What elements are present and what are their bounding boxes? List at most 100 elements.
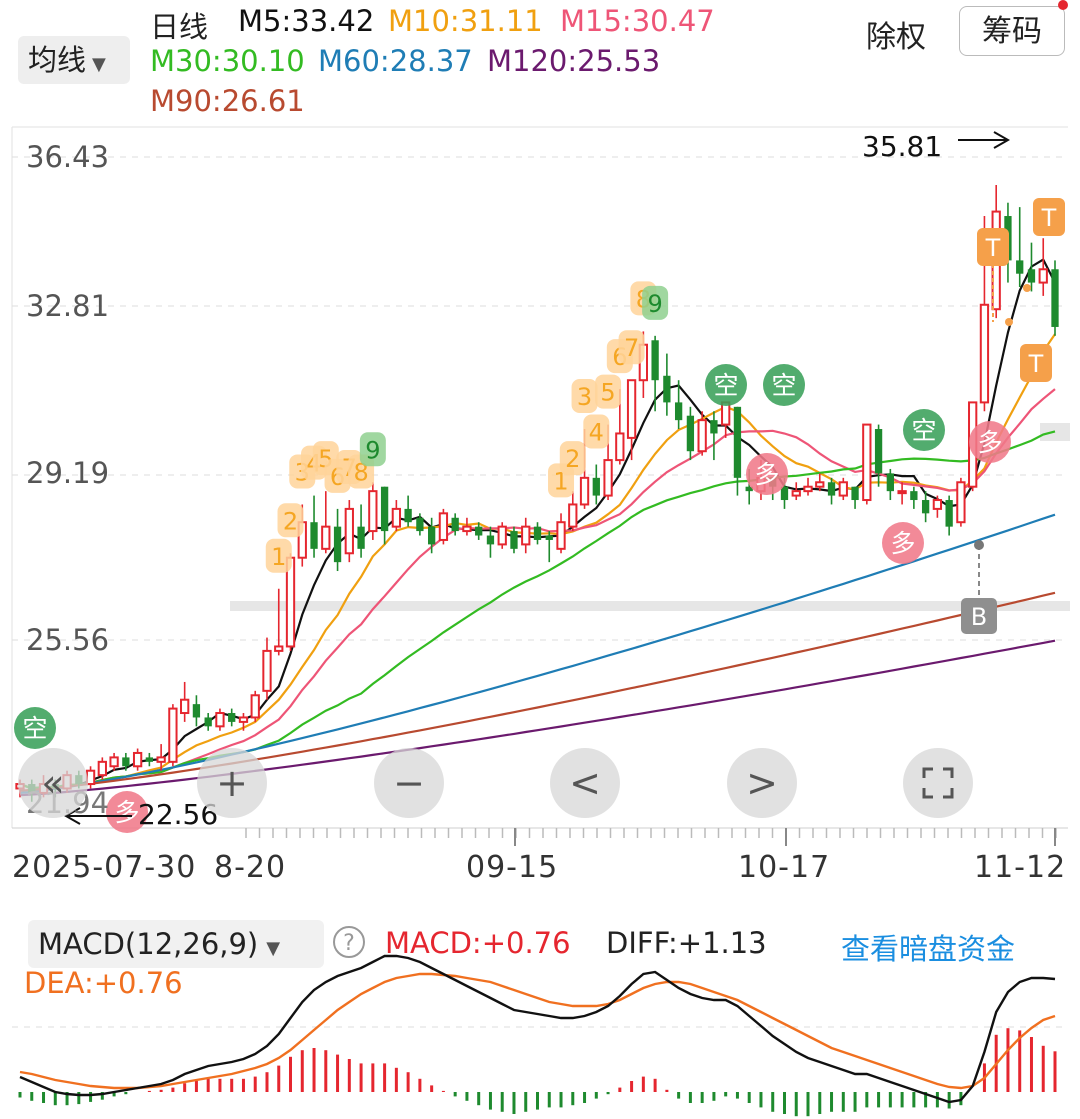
buy-signal <box>961 598 997 634</box>
candle-body <box>521 525 531 546</box>
candle-body <box>215 712 225 728</box>
signal-dot <box>1005 318 1013 326</box>
zoom-in-button[interactable]: + <box>197 748 267 818</box>
candle-body <box>791 490 801 497</box>
candle-body <box>803 485 813 493</box>
sequence-count: 1 <box>271 543 286 571</box>
long-signal-label: 多 <box>977 428 1002 457</box>
candle-body <box>416 517 424 532</box>
ma-line-m90 <box>19 591 1056 792</box>
candle-body <box>910 491 918 501</box>
candlestick-chart[interactable]: 123456789123456789空空空空多多多多TTTB <box>0 0 1080 900</box>
candle-body <box>109 756 119 768</box>
candle-body <box>451 517 459 532</box>
candle-body <box>838 481 848 497</box>
double-chevron-left-icon: « <box>41 761 65 805</box>
candle-body <box>1038 268 1048 284</box>
candle-body <box>310 522 318 549</box>
indicator-select-label: MACD(12,26,9) <box>38 927 259 961</box>
short-signal-label: 空 <box>713 371 738 400</box>
long-signal <box>969 421 1011 463</box>
ma-type-select[interactable]: 均线 ▼ <box>18 36 130 84</box>
fullscreen-icon <box>922 767 954 799</box>
date-axis-label: 2025-07-30 <box>12 850 197 885</box>
candle-body <box>321 525 331 550</box>
long-signal-label: 多 <box>754 460 779 489</box>
candle-body <box>462 525 472 533</box>
price-axis-label: 25.56 <box>26 623 110 657</box>
candle-body <box>1027 269 1036 283</box>
date-axis-label: 11-12 <box>974 850 1067 885</box>
candle-body <box>391 507 402 528</box>
candle-body <box>180 698 190 715</box>
candle-body <box>886 473 894 492</box>
zoom-out-button[interactable]: − <box>374 748 444 818</box>
plus-icon: + <box>216 761 248 805</box>
indicator-select[interactable]: MACD(12,26,9) ▼ <box>28 920 324 968</box>
collapse-left-button[interactable]: « <box>18 748 88 818</box>
signal-dot <box>974 540 984 550</box>
candle-body <box>122 757 130 767</box>
candle-body <box>404 508 412 523</box>
fullscreen-button[interactable] <box>903 748 973 818</box>
short-signal-label: 空 <box>22 714 47 743</box>
candle-body <box>874 429 883 474</box>
sequence-badge <box>359 432 386 467</box>
dark-pool-link[interactable]: 查看暗盘资金 <box>841 932 1016 966</box>
candle-body <box>85 769 96 786</box>
price-axis-label: 36.43 <box>26 140 110 174</box>
short-signal-label: 空 <box>771 371 796 400</box>
candle-body <box>368 490 378 533</box>
candle-body <box>651 340 659 381</box>
help-icon[interactable]: ? <box>333 926 365 958</box>
candle-body <box>663 375 671 403</box>
candle-body <box>357 526 365 549</box>
scroll-left-button[interactable]: < <box>550 748 620 818</box>
chips-button[interactable]: 筹码 <box>959 6 1065 56</box>
candle-body <box>710 420 718 434</box>
candle-body <box>168 707 178 763</box>
scroll-right-button[interactable]: > <box>727 748 797 818</box>
candle-body <box>979 303 990 404</box>
ma-line-m120 <box>19 639 1056 797</box>
ma-line-m30 <box>19 430 1056 790</box>
adjust-button[interactable]: 除权 <box>866 20 926 55</box>
sequence-count: 9 <box>647 290 662 318</box>
candle-body <box>956 481 966 524</box>
period-label: 日线 <box>150 10 209 44</box>
candle-body <box>579 476 590 506</box>
candle-body <box>156 756 166 763</box>
top-signal <box>1020 344 1052 382</box>
chevron-left-icon: < <box>569 761 601 805</box>
sequence-badge <box>277 503 304 538</box>
candle-body <box>733 406 742 478</box>
sequence-badge <box>583 414 610 449</box>
notification-dot <box>1058 0 1068 10</box>
candle-body <box>333 526 342 563</box>
candle-body <box>862 423 872 502</box>
chevron-down-icon: ▼ <box>92 54 106 75</box>
candle-body <box>545 535 553 540</box>
ma15-legend: M15:30.47 <box>560 4 715 38</box>
candle-body <box>626 379 637 439</box>
sequence-badge <box>559 441 586 476</box>
candle-body <box>97 760 107 777</box>
top-signal-label: T <box>1041 204 1057 232</box>
candle-body <box>238 716 249 723</box>
candle-body <box>851 486 859 501</box>
short-signal <box>763 364 805 406</box>
candle-body <box>438 512 449 541</box>
ma60-legend: M60:28.37 <box>318 44 473 78</box>
candle-body <box>556 521 566 550</box>
chevron-down-icon: ▼ <box>266 938 281 959</box>
high-price-annotation: 35.81 <box>862 130 943 163</box>
short-signal <box>14 707 56 749</box>
candle-body <box>815 481 825 488</box>
date-axis-label: 09-15 <box>466 850 559 885</box>
long-signal-label: 多 <box>114 798 139 827</box>
ma30-legend: M30:30.10 <box>150 44 305 78</box>
dea-value: DEA:+0.76 <box>24 966 183 1000</box>
signal-dot <box>1023 284 1031 292</box>
candle-body <box>145 757 154 762</box>
sequence-count: 2 <box>283 507 298 535</box>
